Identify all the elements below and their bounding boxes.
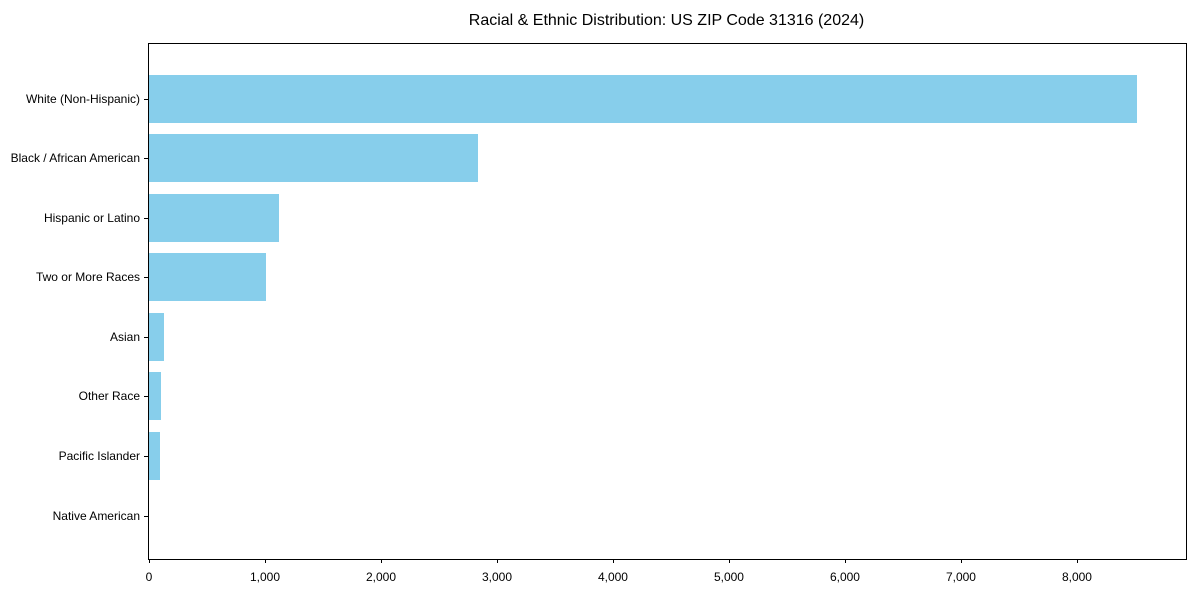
y-tick-label: Hispanic or Latino <box>43 210 140 225</box>
bar-other-race <box>149 372 162 421</box>
bar-white-non-hispanic <box>149 74 1138 123</box>
y-tick-label: Pacific Islander <box>58 448 140 463</box>
x-tick-label: 8,000 <box>1061 570 1092 584</box>
x-tick-label: 7,000 <box>945 570 976 584</box>
x-tick <box>380 559 382 563</box>
y-tick <box>144 336 148 338</box>
x-tick-label: 3,000 <box>481 570 512 584</box>
y-tick-label: Native American <box>52 508 140 523</box>
y-tick <box>144 455 148 457</box>
y-tick <box>144 98 148 100</box>
x-tick-label: 0 <box>145 570 153 584</box>
x-tick-label: 2,000 <box>365 570 396 584</box>
bar-two-or-more-races <box>149 253 267 302</box>
x-tick-label: 6,000 <box>829 570 860 584</box>
y-tick-label: Two or More Races <box>35 270 140 285</box>
y-tick-label: White (Non-Hispanic) <box>25 91 140 106</box>
y-tick <box>144 277 148 279</box>
x-tick <box>496 559 498 563</box>
bar-asian <box>149 312 165 361</box>
x-tick-label: 1,000 <box>249 570 280 584</box>
y-tick <box>144 396 148 398</box>
plot-area: White (Non-Hispanic) Black / African Amer… <box>11 43 1187 584</box>
y-tick <box>144 217 148 219</box>
bar-pacific-islander <box>149 431 161 480</box>
x-tick <box>728 559 730 563</box>
bar-black-african-american <box>149 134 478 183</box>
x-tick <box>960 559 962 563</box>
x-tick <box>1076 559 1078 563</box>
chart-title: Racial & Ethnic Distribution: US ZIP Cod… <box>468 12 865 29</box>
bar-hispanic-or-latino <box>149 193 280 242</box>
y-tick-label: Other Race <box>78 389 140 404</box>
y-tick-label: Black / African American <box>10 151 140 166</box>
x-tick <box>149 559 150 563</box>
x-tick <box>612 559 614 563</box>
y-tick-label: Asian <box>109 329 140 344</box>
y-tick <box>144 158 148 160</box>
x-tick <box>264 559 266 563</box>
x-tick <box>844 559 846 563</box>
x-tick-label: 5,000 <box>713 570 744 584</box>
x-tick-label: 4,000 <box>597 570 628 584</box>
y-tick <box>144 515 148 517</box>
